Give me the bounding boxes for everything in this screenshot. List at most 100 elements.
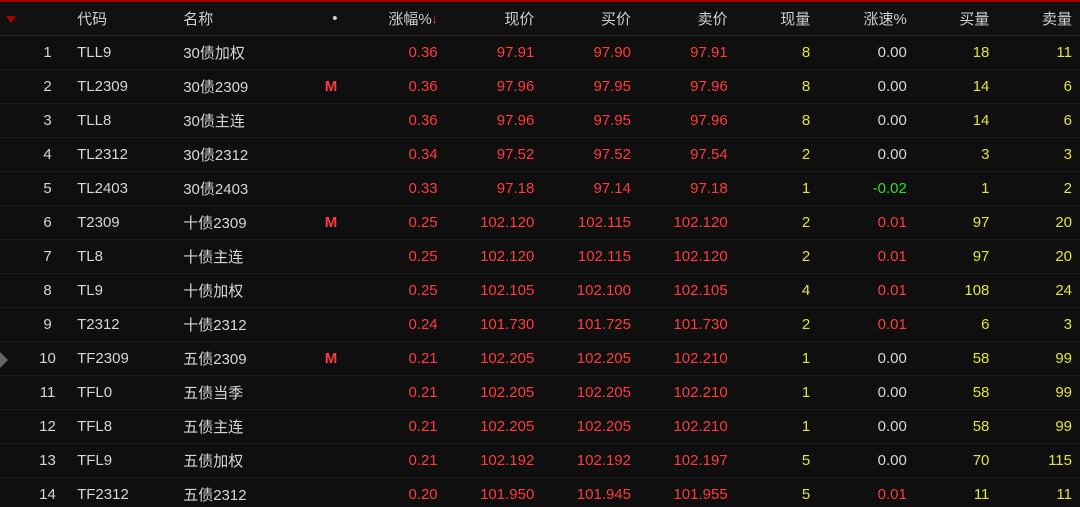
row-indicator <box>0 104 26 138</box>
cell-mark <box>321 36 349 70</box>
cell-mark <box>321 410 349 444</box>
cell-mark <box>321 138 349 172</box>
cell-ask-vol: 6 <box>997 104 1080 138</box>
quotes-table: 代码 名称 • 涨幅%↓ 现价 买价 卖价 现量 涨速% 买量 卖量 1TLL9… <box>0 0 1080 507</box>
cell-bid-vol: 1 <box>915 172 998 206</box>
table-row[interactable]: 14TF2312五债23120.20101.950101.945101.9555… <box>0 478 1080 507</box>
table-row[interactable]: 9T2312十债23120.24101.730101.725101.73020.… <box>0 308 1080 342</box>
cell-name: 十债2309 <box>179 206 320 240</box>
header-index[interactable] <box>26 1 73 36</box>
row-indicator <box>0 36 26 70</box>
cell-bid-vol: 97 <box>915 206 998 240</box>
cell-ask: 102.105 <box>639 274 736 308</box>
table-row[interactable]: 6T2309十债2309M0.25102.120102.115102.12020… <box>0 206 1080 240</box>
cell-speed: 0.01 <box>818 240 915 274</box>
table-row[interactable]: 12TFL8五债主连0.21102.205102.205102.21010.00… <box>0 410 1080 444</box>
cell-chg-pct: 0.34 <box>349 138 446 172</box>
cell-code: TL2312 <box>73 138 179 172</box>
cell-ask: 97.96 <box>639 104 736 138</box>
table-row[interactable]: 3TLL830债主连0.3697.9697.9597.9680.00146 <box>0 104 1080 138</box>
cell-index: 3 <box>26 104 73 138</box>
table-row[interactable]: 2TL230930债2309M0.3697.9697.9597.9680.001… <box>0 70 1080 104</box>
cell-chg-pct: 0.21 <box>349 342 446 376</box>
cell-name: 五债2309 <box>179 342 320 376</box>
cell-price: 97.96 <box>446 70 543 104</box>
cell-code: TLL9 <box>73 36 179 70</box>
table-row[interactable]: 1TLL930债加权0.3697.9197.9097.9180.001811 <box>0 36 1080 70</box>
cell-bid-vol: 6 <box>915 308 998 342</box>
table-row[interactable]: 7TL8十债主连0.25102.120102.115102.12020.0197… <box>0 240 1080 274</box>
cell-bid: 97.95 <box>542 104 639 138</box>
cell-speed: 0.01 <box>818 478 915 507</box>
cell-name: 十债主连 <box>179 240 320 274</box>
table-row[interactable]: 10TF2309五债2309M0.21102.205102.205102.210… <box>0 342 1080 376</box>
header-code[interactable]: 代码 <box>73 1 179 36</box>
cell-index: 6 <box>26 206 73 240</box>
table-row[interactable]: 4TL231230债23120.3497.5297.5297.5420.0033 <box>0 138 1080 172</box>
cell-index: 10 <box>26 342 73 376</box>
cell-name: 十债加权 <box>179 274 320 308</box>
cell-index: 5 <box>26 172 73 206</box>
header-speed[interactable]: 涨速% <box>818 1 915 36</box>
row-indicator <box>0 172 26 206</box>
cell-name: 十债2312 <box>179 308 320 342</box>
cell-name: 30债加权 <box>179 36 320 70</box>
cell-ask-vol: 99 <box>997 376 1080 410</box>
table-row[interactable]: 11TFL0五债当季0.21102.205102.205102.21010.00… <box>0 376 1080 410</box>
cell-bid-vol: 11 <box>915 478 998 507</box>
cell-bid-vol: 18 <box>915 36 998 70</box>
cell-bid: 102.115 <box>542 240 639 274</box>
cell-chg-pct: 0.25 <box>349 240 446 274</box>
cell-speed: 0.00 <box>818 410 915 444</box>
cell-speed: 0.01 <box>818 274 915 308</box>
sort-desc-icon: ↓ <box>432 12 438 26</box>
cell-price: 101.730 <box>446 308 543 342</box>
header-indicator-icon[interactable] <box>0 1 26 36</box>
cell-price: 102.205 <box>446 342 543 376</box>
cell-bid: 102.100 <box>542 274 639 308</box>
cell-code: TFL9 <box>73 444 179 478</box>
cell-ask-vol: 6 <box>997 70 1080 104</box>
header-price[interactable]: 现价 <box>446 1 543 36</box>
cell-vol-now: 2 <box>736 308 819 342</box>
cell-index: 12 <box>26 410 73 444</box>
header-vol-now[interactable]: 现量 <box>736 1 819 36</box>
cell-chg-pct: 0.36 <box>349 36 446 70</box>
cell-code: TLL8 <box>73 104 179 138</box>
cell-bid-vol: 14 <box>915 70 998 104</box>
header-name[interactable]: 名称 <box>179 1 320 36</box>
table-row[interactable]: 13TFL9五债加权0.21102.192102.192102.19750.00… <box>0 444 1080 478</box>
cell-ask-vol: 3 <box>997 308 1080 342</box>
cell-name: 30债主连 <box>179 104 320 138</box>
header-bid-vol[interactable]: 买量 <box>915 1 998 36</box>
cell-chg-pct: 0.25 <box>349 206 446 240</box>
header-ask[interactable]: 卖价 <box>639 1 736 36</box>
row-indicator <box>0 206 26 240</box>
cell-chg-pct: 0.20 <box>349 478 446 507</box>
cell-vol-now: 4 <box>736 274 819 308</box>
cell-code: TF2312 <box>73 478 179 507</box>
cell-mark: M <box>321 206 349 240</box>
cell-index: 14 <box>26 478 73 507</box>
cell-vol-now: 5 <box>736 444 819 478</box>
cell-code: T2309 <box>73 206 179 240</box>
header-bid[interactable]: 买价 <box>542 1 639 36</box>
cell-chg-pct: 0.24 <box>349 308 446 342</box>
cell-code: TL9 <box>73 274 179 308</box>
header-chg-pct[interactable]: 涨幅%↓ <box>349 1 446 36</box>
cell-speed: 0.00 <box>818 70 915 104</box>
cell-name: 30债2309 <box>179 70 320 104</box>
cell-mark <box>321 308 349 342</box>
cell-bid-vol: 97 <box>915 240 998 274</box>
cell-vol-now: 1 <box>736 172 819 206</box>
cell-name: 30债2403 <box>179 172 320 206</box>
row-indicator <box>0 240 26 274</box>
cell-ask-vol: 2 <box>997 172 1080 206</box>
table-row[interactable]: 8TL9十债加权0.25102.105102.100102.10540.0110… <box>0 274 1080 308</box>
cell-price: 97.91 <box>446 36 543 70</box>
table-row[interactable]: 5TL240330债24030.3397.1897.1497.181-0.021… <box>0 172 1080 206</box>
cell-chg-pct: 0.25 <box>349 274 446 308</box>
header-ask-vol[interactable]: 卖量 <box>997 1 1080 36</box>
cell-price: 102.105 <box>446 274 543 308</box>
cell-index: 8 <box>26 274 73 308</box>
